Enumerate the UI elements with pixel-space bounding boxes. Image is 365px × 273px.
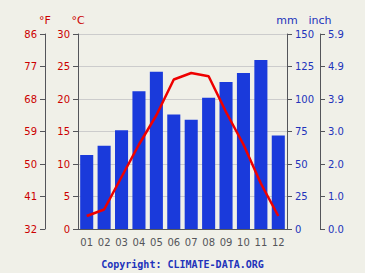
svg-text:07: 07 [185,237,198,248]
svg-text:20: 20 [57,94,70,105]
svg-text:06: 06 [167,237,180,248]
svg-text:25: 25 [57,61,70,72]
svg-text:°F: °F [39,14,51,27]
svg-text:1.0: 1.0 [328,191,344,202]
svg-text:Copyright: CLIMATE-DATA.ORG: Copyright: CLIMATE-DATA.ORG [101,259,264,270]
svg-text:5: 5 [64,191,70,202]
svg-text:10: 10 [57,159,70,170]
svg-text:0.0: 0.0 [328,224,344,235]
svg-text:125: 125 [295,61,314,72]
svg-text:4.9: 4.9 [328,61,344,72]
svg-text:inch: inch [308,14,331,27]
svg-text:02: 02 [98,237,111,248]
svg-text:°C: °C [71,14,85,27]
svg-text:41: 41 [24,191,37,202]
svg-text:05: 05 [150,237,163,248]
svg-text:50: 50 [295,159,308,170]
svg-text:10: 10 [237,237,250,248]
svg-text:2.0: 2.0 [328,159,344,170]
svg-text:01: 01 [80,237,93,248]
svg-text:12: 12 [272,237,285,248]
svg-text:100: 100 [295,94,314,105]
svg-text:59: 59 [24,126,37,137]
svg-text:0: 0 [64,224,70,235]
svg-text:04: 04 [133,237,146,248]
svg-text:50: 50 [24,159,37,170]
svg-text:15: 15 [57,126,70,137]
svg-text:03: 03 [115,237,128,248]
svg-text:08: 08 [202,237,215,248]
svg-text:32: 32 [24,224,37,235]
svg-text:150: 150 [295,29,314,40]
svg-text:3.0: 3.0 [328,126,344,137]
svg-text:3.9: 3.9 [328,94,344,105]
svg-text:09: 09 [220,237,233,248]
svg-text:86: 86 [24,29,37,40]
svg-text:30: 30 [57,29,70,40]
svg-text:75: 75 [295,126,308,137]
svg-text:0: 0 [295,224,301,235]
svg-text:77: 77 [24,61,37,72]
svg-text:5.9: 5.9 [328,29,344,40]
svg-text:11: 11 [255,237,268,248]
svg-text:mm: mm [276,14,297,27]
svg-text:68: 68 [24,94,37,105]
svg-text:25: 25 [295,191,308,202]
